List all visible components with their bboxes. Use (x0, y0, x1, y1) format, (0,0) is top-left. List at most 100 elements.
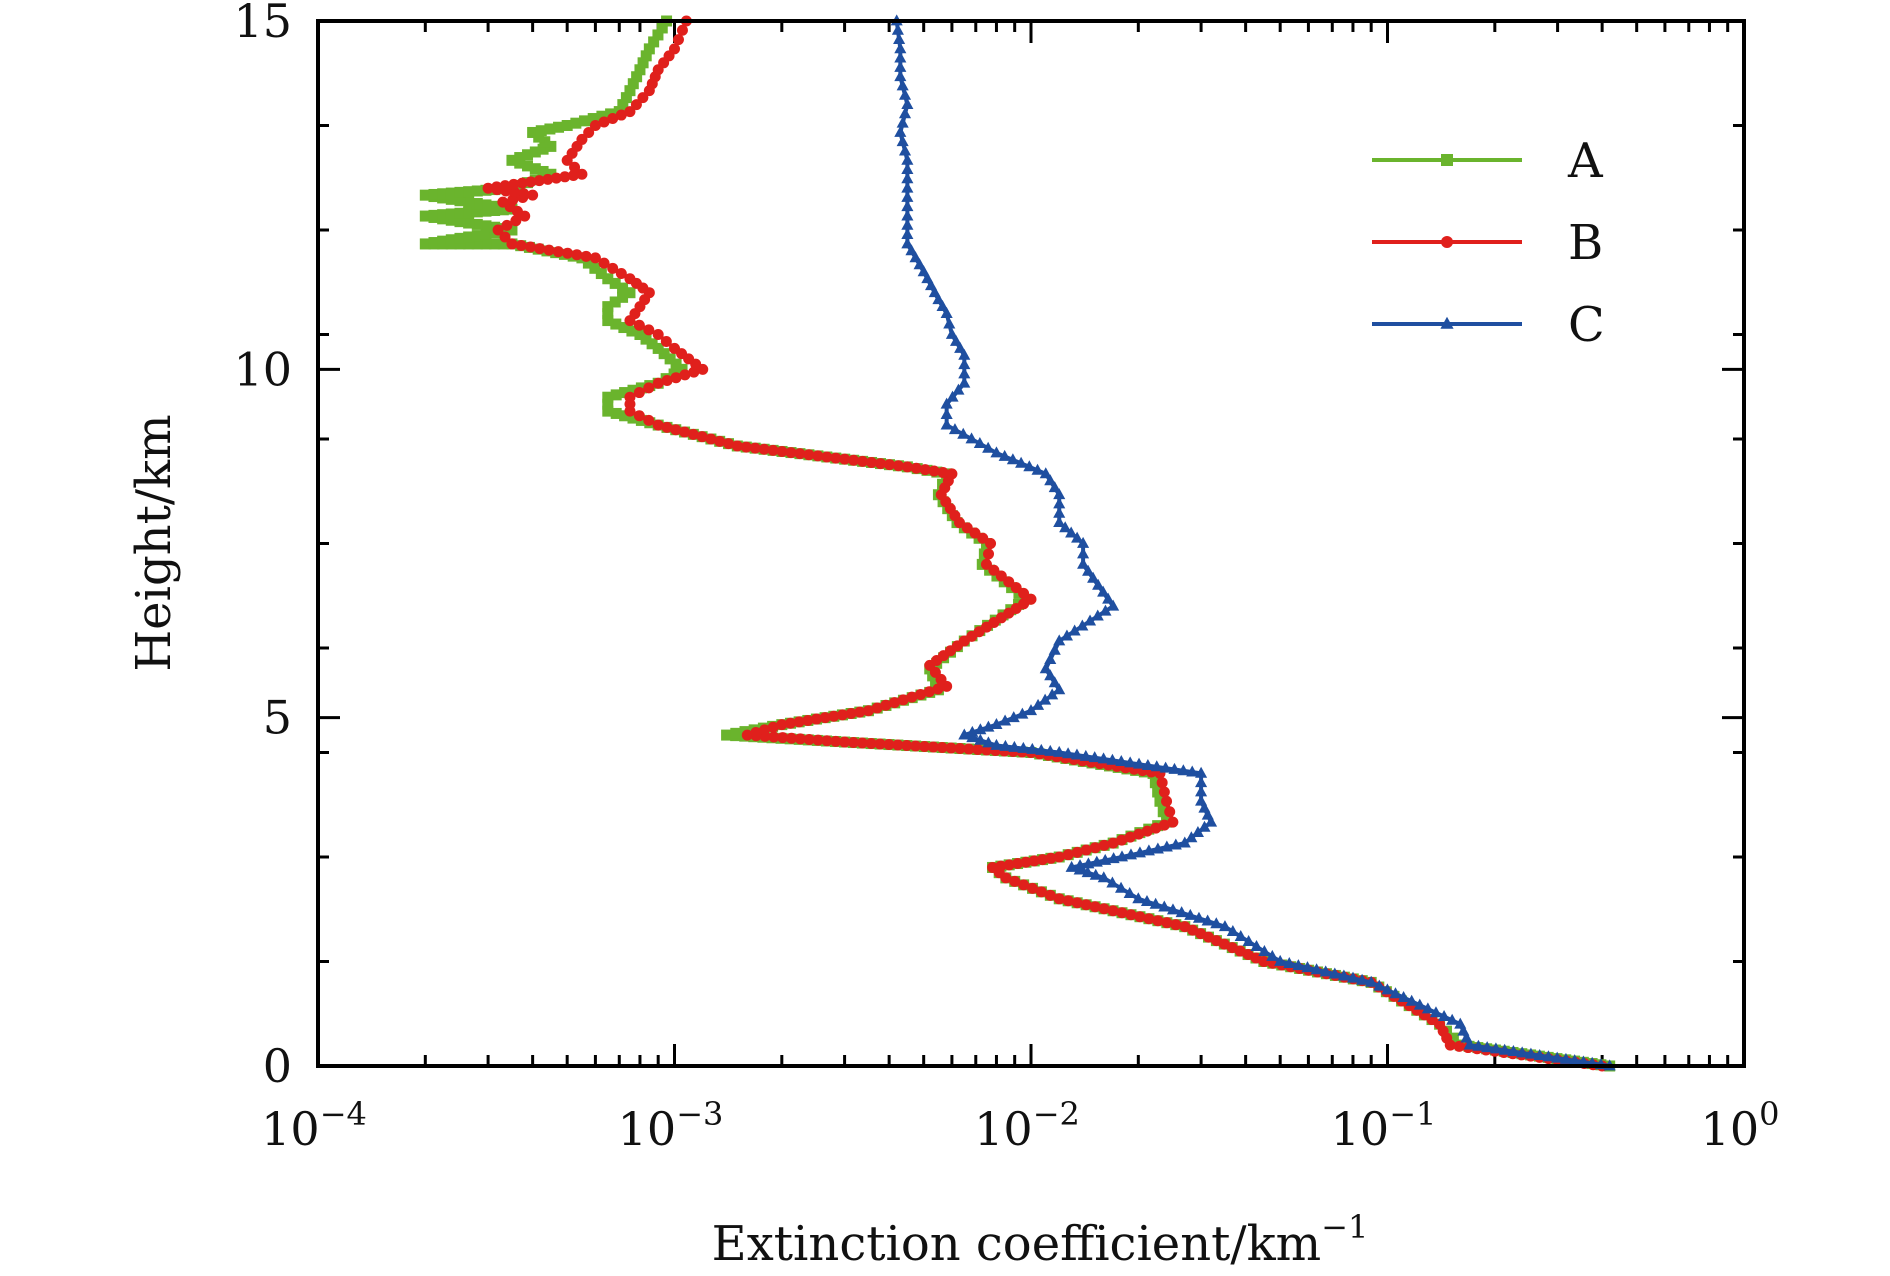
data-point-circle (856, 737, 868, 749)
data-point-circle (499, 180, 511, 192)
data-point-triangle (1060, 629, 1073, 641)
data-point-triangle (1201, 808, 1214, 820)
data-point-triangle (1044, 669, 1057, 681)
data-point-triangle (891, 23, 904, 35)
data-point-circle (1027, 882, 1039, 894)
data-point-square (514, 157, 526, 169)
data-point-triangle (1226, 925, 1239, 937)
data-point-square (454, 232, 466, 244)
data-point-triangle (913, 258, 926, 270)
data-point-circle (482, 182, 494, 194)
data-point-square (596, 110, 608, 122)
data-point-triangle (1169, 838, 1182, 850)
data-point-circle (1125, 909, 1137, 921)
data-point-triangle (1150, 760, 1163, 772)
data-point-circle (567, 170, 579, 182)
data-point-circle (980, 558, 992, 570)
data-point-square (533, 131, 545, 143)
data-point-square (471, 185, 483, 197)
data-point-triangle (943, 317, 956, 329)
data-point-square (587, 113, 599, 125)
data-point-square (553, 121, 565, 133)
data-point-triangle (1274, 954, 1287, 966)
data-point-triangle (1123, 886, 1136, 898)
data-point-triangle (1328, 967, 1341, 979)
data-point-circle (630, 99, 642, 111)
data-point-triangle (1460, 1031, 1473, 1043)
data-point-circle (533, 175, 545, 187)
data-point-circle (918, 741, 930, 753)
data-point-circle (525, 176, 537, 188)
data-point-triangle (1032, 698, 1045, 710)
data-point-triangle (1048, 676, 1061, 688)
data-point-triangle (1389, 987, 1402, 999)
data-point-triangle (1006, 453, 1019, 465)
data-point-triangle (1533, 1048, 1546, 1060)
data-point-triangle (1472, 1039, 1485, 1051)
data-point-circle (1453, 1040, 1465, 1052)
data-point-circle (1107, 905, 1119, 917)
data-point-circle (767, 721, 779, 733)
data-point-circle (643, 414, 655, 426)
data-point-square (471, 198, 483, 210)
data-point-circle (492, 224, 504, 236)
data-point-triangle (1192, 911, 1206, 923)
data-point-square (646, 338, 658, 350)
data-point-square (489, 200, 501, 212)
data-point-triangle (1077, 547, 1090, 559)
data-point-circle (776, 445, 788, 457)
data-point-triangle (1337, 969, 1350, 981)
data-point-circle (643, 382, 655, 394)
data-point-circle (945, 742, 957, 754)
data-point-circle (589, 252, 601, 264)
data-point-circle (1156, 777, 1168, 789)
data-point-triangle (894, 51, 907, 63)
data-point-circle (624, 391, 636, 403)
data-point-square (602, 405, 614, 417)
data-point-triangle (1097, 752, 1110, 764)
data-point-circle (1071, 846, 1083, 858)
data-point-circle (803, 449, 815, 461)
data-point-triangle (1205, 815, 1218, 827)
data-point-circle (897, 694, 909, 706)
data-point-circle (1009, 875, 1021, 887)
data-point-triangle (1026, 742, 1039, 754)
data-point-circle (1035, 886, 1047, 898)
data-point-triangle (1438, 1010, 1451, 1021)
legend-item-B: B (1372, 215, 1603, 271)
data-point-square (437, 235, 449, 247)
data-point-triangle (940, 397, 953, 409)
data-point-circle (518, 188, 530, 200)
data-point-square (463, 207, 475, 219)
data-point-triangle (940, 408, 953, 420)
data-point-circle (661, 374, 673, 386)
data-point-triangle (1258, 944, 1271, 956)
data-point-circle (995, 860, 1007, 872)
data-point-triangle (1039, 662, 1052, 674)
data-point-triangle (1177, 764, 1190, 776)
data-point-square (670, 358, 682, 370)
data-point-circle (1179, 921, 1191, 933)
data-point-square (497, 202, 509, 214)
data-point-triangle (901, 153, 914, 165)
data-point-circle (543, 244, 555, 256)
data-point-circle (857, 455, 869, 467)
data-point-circle (845, 707, 857, 719)
data-point-triangle (946, 390, 959, 402)
data-point-square (609, 277, 621, 289)
data-point-square (582, 257, 594, 269)
data-point-circle (516, 177, 528, 189)
data-point-circle (598, 116, 610, 128)
data-point-circle (571, 249, 583, 261)
data-point-square (676, 363, 688, 375)
data-point-circle (969, 527, 981, 539)
data-point-circle (875, 458, 887, 470)
data-point-circle (821, 451, 833, 463)
data-point-triangle (1016, 707, 1029, 719)
data-point-triangle (1577, 1055, 1590, 1067)
data-point-circle (871, 702, 883, 714)
data-point-triangle (1365, 975, 1378, 987)
data-point-circle (670, 372, 682, 384)
data-point-triangle (940, 418, 953, 430)
data-point-triangle (1498, 1043, 1511, 1055)
